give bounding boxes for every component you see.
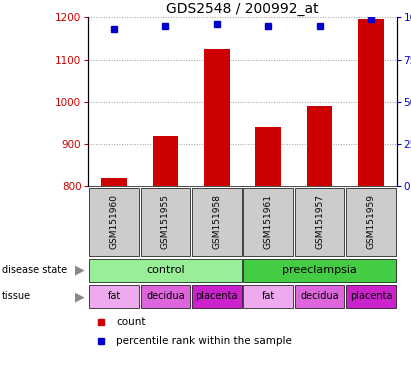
Bar: [243, 285, 293, 308]
Text: ▶: ▶: [75, 264, 84, 277]
Bar: [89, 258, 242, 282]
Bar: [346, 188, 396, 256]
Bar: [101, 178, 127, 186]
Bar: [255, 127, 281, 186]
Bar: [141, 188, 190, 256]
Text: percentile rank within the sample: percentile rank within the sample: [116, 336, 292, 346]
Bar: [89, 285, 139, 308]
Title: GDS2548 / 200992_at: GDS2548 / 200992_at: [166, 2, 319, 16]
Bar: [243, 188, 293, 256]
Text: fat: fat: [107, 291, 121, 301]
Text: GSM151955: GSM151955: [161, 194, 170, 249]
Bar: [141, 285, 190, 308]
Bar: [192, 188, 242, 256]
Bar: [307, 106, 332, 186]
Bar: [204, 49, 230, 186]
Text: GSM151957: GSM151957: [315, 194, 324, 249]
Text: ▶: ▶: [75, 290, 84, 303]
Bar: [346, 285, 396, 308]
Text: disease state: disease state: [2, 265, 67, 275]
Text: GSM151959: GSM151959: [367, 194, 375, 249]
Bar: [295, 285, 344, 308]
Text: control: control: [146, 265, 185, 275]
Text: count: count: [116, 317, 145, 327]
Text: decidua: decidua: [300, 291, 339, 301]
Bar: [192, 285, 242, 308]
Bar: [243, 258, 396, 282]
Text: GSM151958: GSM151958: [212, 194, 221, 249]
Bar: [295, 188, 344, 256]
Bar: [152, 136, 178, 186]
Bar: [358, 20, 384, 186]
Text: placenta: placenta: [350, 291, 392, 301]
Text: decidua: decidua: [146, 291, 185, 301]
Text: fat: fat: [261, 291, 275, 301]
Text: GSM151960: GSM151960: [110, 194, 118, 249]
Text: GSM151961: GSM151961: [264, 194, 272, 249]
Text: placenta: placenta: [196, 291, 238, 301]
Bar: [89, 188, 139, 256]
Text: tissue: tissue: [2, 291, 31, 301]
Text: preeclampsia: preeclampsia: [282, 265, 357, 275]
